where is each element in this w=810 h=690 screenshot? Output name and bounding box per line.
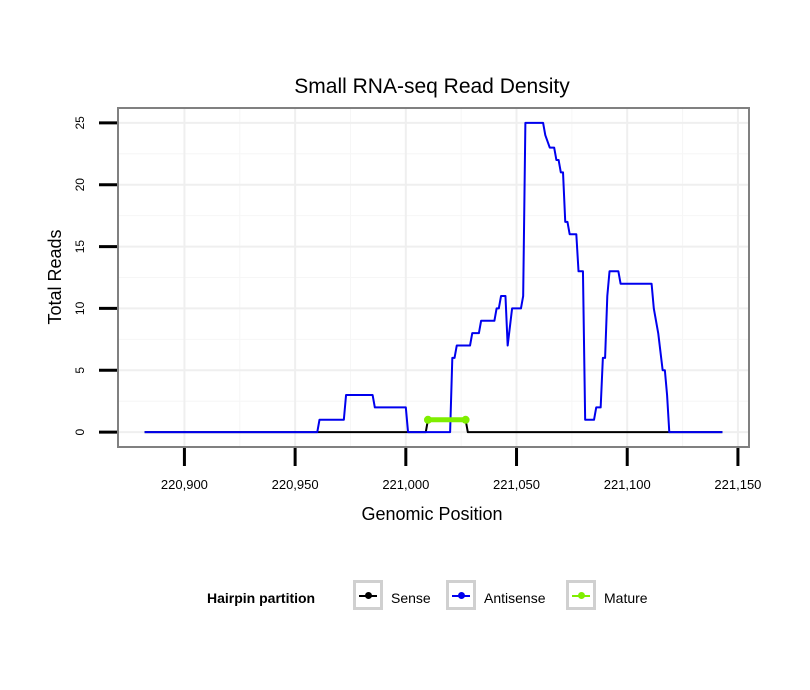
- x-axis: 220,900 220,950 221,000 221,050 221,100 221,1…: [161, 448, 761, 492]
- legend-swatch-dot: [365, 592, 372, 599]
- series-layer: [144, 121, 723, 434]
- legend: Hairpin partition Sense Antisense Mature: [0, 578, 810, 618]
- x-tick-label: 221,000: [382, 477, 429, 492]
- legend-key-sense: [353, 580, 383, 610]
- legend-swatch-dot: [458, 592, 465, 599]
- x-axis-label: Genomic Position: [361, 504, 502, 524]
- series-line-antisense: [144, 121, 723, 434]
- y-axis-label: Total Reads: [45, 229, 65, 324]
- plot-border: [117, 107, 750, 448]
- series-point-mature: [461, 415, 470, 424]
- y-tick-label: 20: [73, 178, 87, 192]
- legend-label-mature: Mature: [604, 590, 648, 606]
- x-tick-label: 220,950: [272, 477, 319, 492]
- chart-title: Small RNA-seq Read Density: [294, 75, 570, 98]
- y-axis: 0 5 10 15 20 25: [73, 116, 117, 435]
- x-tick-label: 221,050: [493, 477, 540, 492]
- y-tick-label: 5: [73, 367, 87, 374]
- y-tick-label: 10: [73, 301, 87, 315]
- legend-key-antisense: [446, 580, 476, 610]
- series-point-mature: [423, 415, 432, 424]
- legend-label-sense: Sense: [391, 590, 431, 606]
- legend-label-antisense: Antisense: [484, 590, 546, 606]
- x-tick-label: 220,900: [161, 477, 208, 492]
- y-tick-label: 25: [73, 116, 87, 130]
- grid-minor: [118, 108, 749, 447]
- legend-key-mature: [566, 580, 596, 610]
- y-tick-label: 0: [73, 428, 87, 435]
- x-tick-label: 221,150: [714, 477, 761, 492]
- legend-title: Hairpin partition: [207, 590, 316, 606]
- y-tick-label: 15: [73, 240, 87, 254]
- legend-swatch-dot: [578, 592, 585, 599]
- x-tick-label: 221,100: [604, 477, 651, 492]
